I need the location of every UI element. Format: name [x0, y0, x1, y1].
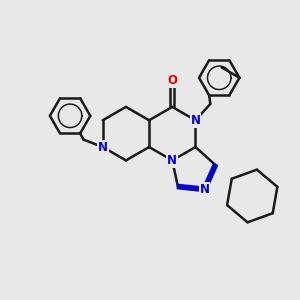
Text: O: O [167, 74, 177, 87]
Text: N: N [98, 140, 108, 154]
Text: N: N [200, 183, 209, 196]
Text: N: N [190, 114, 200, 127]
Text: N: N [167, 154, 177, 167]
